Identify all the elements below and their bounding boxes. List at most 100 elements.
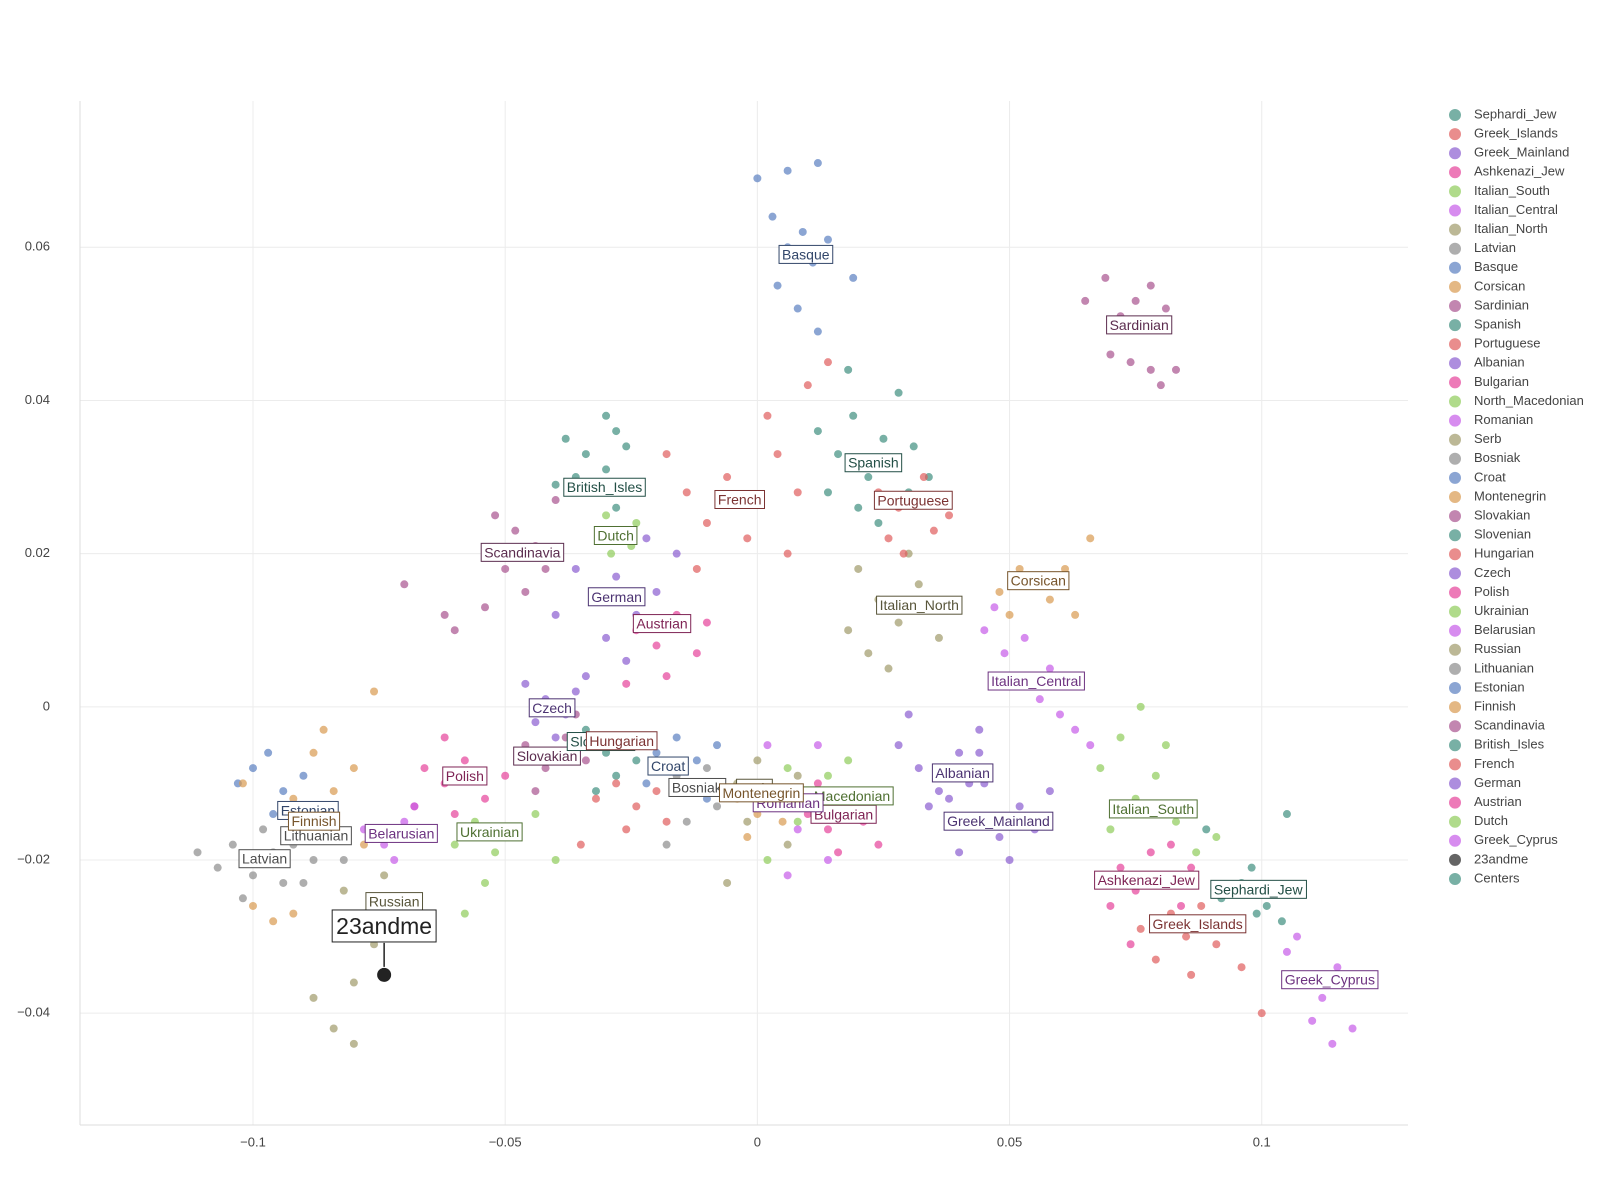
center-label: Sephardi_Jew bbox=[1210, 879, 1307, 899]
center-text: Spanish bbox=[848, 455, 899, 471]
legend-label[interactable]: Belarusian bbox=[1474, 622, 1535, 637]
legend-label[interactable]: Basque bbox=[1474, 259, 1518, 274]
center-box bbox=[456, 822, 523, 842]
legend-label[interactable]: French bbox=[1474, 756, 1514, 771]
center-box bbox=[593, 525, 638, 545]
center-label: Scandinavia bbox=[480, 542, 565, 562]
point bbox=[1282, 947, 1291, 956]
point bbox=[521, 679, 530, 688]
legend-label[interactable]: Austrian bbox=[1474, 794, 1522, 809]
point bbox=[612, 771, 621, 780]
point bbox=[849, 411, 858, 420]
center-label: Finnish bbox=[287, 811, 341, 831]
point bbox=[652, 641, 661, 650]
point bbox=[793, 488, 802, 497]
legend-label[interactable]: Greek_Mainland bbox=[1474, 145, 1569, 160]
legend-label[interactable]: Centers bbox=[1474, 870, 1520, 885]
point bbox=[602, 633, 611, 642]
point bbox=[904, 710, 913, 719]
center-box bbox=[364, 823, 438, 843]
legend-label[interactable]: Slovenian bbox=[1474, 527, 1531, 542]
annotation-text: 23andme bbox=[336, 913, 432, 939]
legend-label[interactable]: Spanish bbox=[1474, 317, 1521, 332]
point bbox=[551, 733, 560, 742]
legend-marker bbox=[1449, 701, 1461, 714]
legend-label[interactable]: Italian_Central bbox=[1474, 202, 1558, 217]
point bbox=[440, 733, 449, 742]
legend-label[interactable]: Corsican bbox=[1474, 278, 1525, 293]
point bbox=[622, 825, 631, 834]
center-box bbox=[1094, 870, 1200, 890]
point bbox=[662, 817, 671, 826]
center-text: Ashkenazi_Jew bbox=[1098, 872, 1196, 888]
center-text: Dutch bbox=[597, 527, 634, 543]
legend-label[interactable]: North_Macedonian bbox=[1474, 393, 1584, 408]
center-text: Sephardi_Jew bbox=[1214, 881, 1304, 897]
center-box bbox=[1281, 970, 1379, 990]
legend-label[interactable]: Bosniak bbox=[1474, 450, 1521, 465]
point bbox=[571, 564, 580, 573]
legend-label[interactable]: Italian_South bbox=[1474, 183, 1550, 198]
point bbox=[1126, 358, 1135, 367]
legend-label[interactable]: 23andme bbox=[1474, 851, 1528, 866]
center-label: Croat bbox=[647, 756, 689, 776]
legend-marker bbox=[1449, 147, 1461, 160]
legend-label[interactable]: Estonian bbox=[1474, 679, 1525, 694]
point bbox=[1101, 273, 1110, 282]
point bbox=[1192, 848, 1201, 857]
point bbox=[1116, 733, 1125, 742]
legend-label[interactable]: Lithuanian bbox=[1474, 660, 1534, 675]
center-text: Austrian bbox=[636, 616, 687, 632]
point bbox=[1247, 863, 1256, 872]
legend-label[interactable]: Greek_Cyprus bbox=[1474, 832, 1558, 847]
legend-label[interactable]: Ukrainian bbox=[1474, 603, 1529, 618]
legend-label[interactable]: Polish bbox=[1474, 584, 1509, 599]
point bbox=[1086, 534, 1095, 543]
center-label: Austrian bbox=[632, 614, 692, 634]
legend-label[interactable]: Scandinavia bbox=[1474, 718, 1546, 733]
center-box bbox=[480, 542, 565, 562]
center-text: Ukrainian bbox=[460, 824, 519, 840]
y-tick-label: 0.06 bbox=[25, 239, 50, 254]
legend-label[interactable]: German bbox=[1474, 775, 1521, 790]
legend-label[interactable]: Italian_North bbox=[1474, 221, 1548, 236]
point bbox=[1096, 764, 1105, 773]
legend-label[interactable]: Bulgarian bbox=[1474, 374, 1529, 389]
legend-label[interactable]: Greek_Islands bbox=[1474, 126, 1558, 141]
legend-label[interactable]: Montenegrin bbox=[1474, 488, 1546, 503]
point bbox=[955, 848, 964, 857]
legend-label[interactable]: Russian bbox=[1474, 641, 1521, 656]
legend-marker bbox=[1449, 605, 1461, 618]
point bbox=[662, 672, 671, 681]
point bbox=[854, 564, 863, 573]
point bbox=[581, 450, 590, 459]
center-label: French bbox=[714, 489, 766, 509]
center-text: French bbox=[718, 491, 762, 507]
legend-label[interactable]: Ashkenazi_Jew bbox=[1474, 164, 1565, 179]
point bbox=[783, 166, 792, 175]
legend-label[interactable]: British_Isles bbox=[1474, 737, 1545, 752]
legend-label[interactable]: Dutch bbox=[1474, 813, 1508, 828]
legend-marker bbox=[1449, 510, 1461, 523]
legend-label[interactable]: Sephardi_Jew bbox=[1474, 106, 1557, 121]
legend-marker bbox=[1449, 548, 1461, 561]
legend-label[interactable]: Romanian bbox=[1474, 412, 1533, 427]
point bbox=[743, 833, 752, 842]
legend-label[interactable]: Portuguese bbox=[1474, 336, 1541, 351]
legend-label[interactable]: Czech bbox=[1474, 565, 1511, 580]
legend-label[interactable]: Serb bbox=[1474, 431, 1501, 446]
legend-label[interactable]: Slovakian bbox=[1474, 508, 1530, 523]
point bbox=[793, 817, 802, 826]
x-tick-label: −0.1 bbox=[240, 1134, 266, 1149]
point bbox=[380, 871, 389, 880]
point bbox=[1161, 741, 1170, 750]
legend-label[interactable]: Latvian bbox=[1474, 240, 1516, 255]
legend-label[interactable]: Finnish bbox=[1474, 699, 1516, 714]
legend-label[interactable]: Croat bbox=[1474, 469, 1506, 484]
legend-marker bbox=[1449, 834, 1461, 847]
legend-label[interactable]: Albanian bbox=[1474, 355, 1525, 370]
point bbox=[1131, 296, 1140, 305]
point bbox=[662, 450, 671, 459]
legend-label[interactable]: Sardinian bbox=[1474, 297, 1529, 312]
legend-label[interactable]: Hungarian bbox=[1474, 546, 1534, 561]
